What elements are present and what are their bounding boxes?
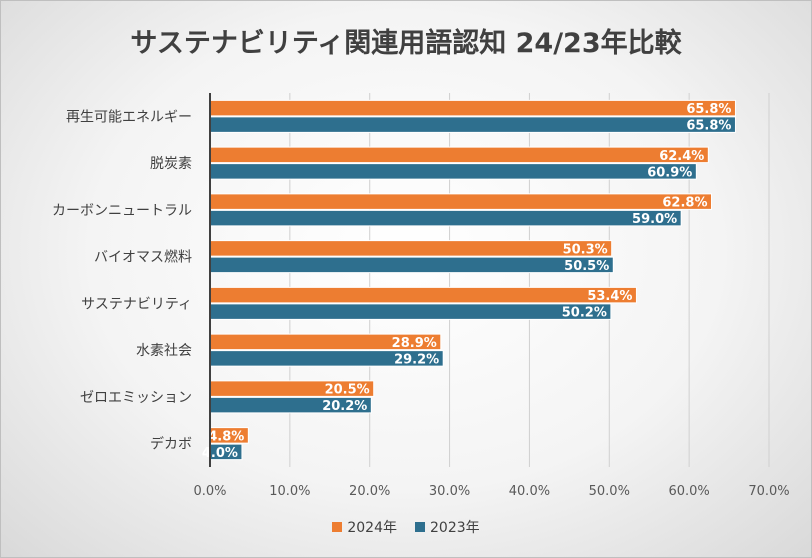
x-tick-label: 10.0% <box>269 484 310 499</box>
bar <box>209 209 682 227</box>
bar <box>209 163 697 180</box>
bar <box>209 303 612 320</box>
data-label: 28.9% <box>392 336 437 351</box>
legend-label: 2024年 <box>347 520 397 536</box>
x-tick-label: 50.0% <box>589 484 630 499</box>
legend-label: 2023年 <box>430 520 480 536</box>
legend-entry: 2023年 <box>415 517 480 537</box>
data-label: 4.8% <box>208 429 244 444</box>
category-label: カーボンニュートラル <box>52 203 192 219</box>
data-label: 50.5% <box>564 259 609 274</box>
x-tick-label: 60.0% <box>668 484 709 499</box>
data-label: 50.3% <box>563 242 608 257</box>
bar <box>209 116 736 133</box>
bar <box>209 286 637 304</box>
data-label: 60.9% <box>647 165 692 180</box>
category-label: 水素社会 <box>136 343 192 359</box>
data-label: 50.2% <box>562 306 607 321</box>
x-tick-label: 40.0% <box>509 484 550 499</box>
category-label: バイオマス燃料 <box>94 249 192 266</box>
x-tick-label: 20.0% <box>349 484 390 499</box>
bar <box>209 146 709 164</box>
bar <box>209 193 713 210</box>
legend-entry: 2024年 <box>332 517 397 537</box>
chart-legend: 2024年 2023年 <box>1 517 811 537</box>
data-label: 65.8% <box>686 119 731 134</box>
bar <box>209 256 614 274</box>
data-label: 62.8% <box>662 196 707 211</box>
data-label: 62.4% <box>659 149 704 164</box>
data-label: 20.2% <box>322 399 367 414</box>
data-label: 65.8% <box>686 102 731 117</box>
data-label: 29.2% <box>394 352 439 367</box>
category-label: デカボ <box>150 436 192 453</box>
chart-title: サステナビリティ関連用語認知 24/23年比較 <box>130 28 682 59</box>
x-tick-label: 30.0% <box>429 484 470 499</box>
category-label: 脱炭素 <box>150 156 192 172</box>
category-label: ゼロエミッション <box>80 390 192 406</box>
x-tick-label: 0.0% <box>193 484 226 499</box>
x-tick-label: 70.0% <box>748 484 789 499</box>
data-label: 53.4% <box>587 289 632 304</box>
category-label: 再生可能エネルギー <box>66 109 192 125</box>
data-label: 20.5% <box>325 383 370 398</box>
bar <box>209 99 736 117</box>
legend-swatch <box>415 522 425 532</box>
legend-swatch <box>332 522 343 532</box>
category-label: サステナビリティ <box>81 296 192 312</box>
data-label: 4.0% <box>202 446 238 461</box>
data-label: 59.0% <box>632 212 677 227</box>
bar <box>209 240 613 257</box>
